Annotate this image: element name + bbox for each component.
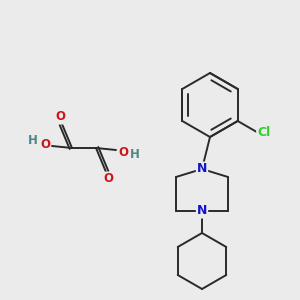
Text: H: H [28,134,38,148]
Text: N: N [197,163,207,176]
Text: O: O [40,137,50,151]
Text: O: O [55,110,65,124]
Text: O: O [118,146,128,158]
Text: N: N [197,205,207,218]
Text: Cl: Cl [257,125,270,139]
Text: O: O [103,172,113,185]
Text: H: H [130,148,140,161]
